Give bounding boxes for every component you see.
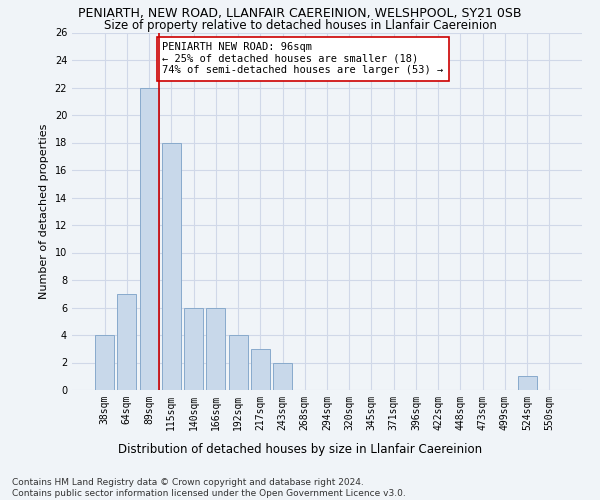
- Bar: [162, 142, 181, 390]
- Bar: [206, 308, 225, 390]
- Bar: [229, 335, 248, 390]
- Text: PENIARTH NEW ROAD: 96sqm
← 25% of detached houses are smaller (18)
74% of semi-d: PENIARTH NEW ROAD: 96sqm ← 25% of detach…: [163, 42, 443, 76]
- Y-axis label: Number of detached properties: Number of detached properties: [39, 124, 49, 299]
- Text: PENIARTH, NEW ROAD, LLANFAIR CAEREINION, WELSHPOOL, SY21 0SB: PENIARTH, NEW ROAD, LLANFAIR CAEREINION,…: [78, 8, 522, 20]
- Text: Contains HM Land Registry data © Crown copyright and database right 2024.
Contai: Contains HM Land Registry data © Crown c…: [12, 478, 406, 498]
- Bar: [184, 308, 203, 390]
- Bar: [118, 294, 136, 390]
- Bar: [518, 376, 536, 390]
- Bar: [251, 349, 270, 390]
- Text: Size of property relative to detached houses in Llanfair Caereinion: Size of property relative to detached ho…: [104, 19, 496, 32]
- Bar: [95, 335, 114, 390]
- Text: Distribution of detached houses by size in Llanfair Caereinion: Distribution of detached houses by size …: [118, 442, 482, 456]
- Bar: [140, 88, 158, 390]
- Bar: [273, 362, 292, 390]
